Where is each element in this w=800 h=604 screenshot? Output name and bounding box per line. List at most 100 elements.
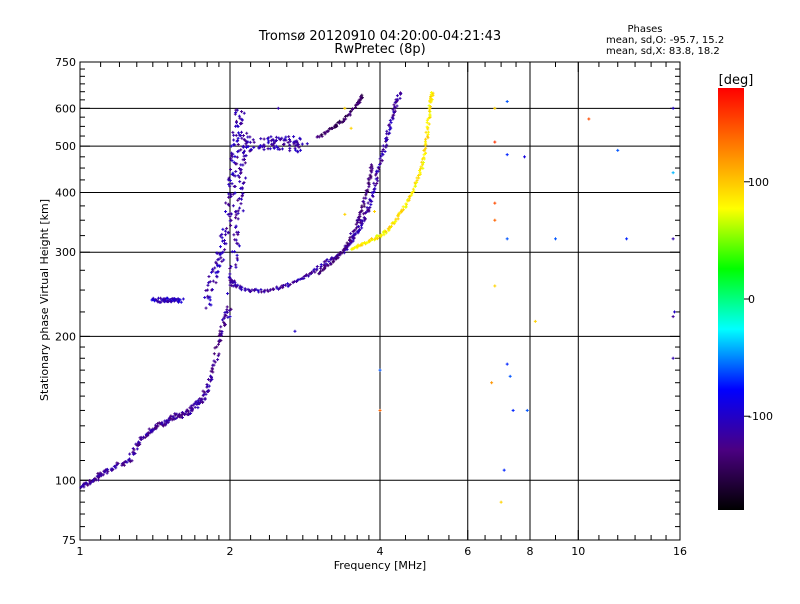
scatter-point (343, 106, 347, 110)
trace-point (142, 435, 146, 439)
trace-point (96, 471, 100, 475)
trace-point (262, 137, 266, 141)
trace-point (221, 250, 225, 254)
trace-point (362, 196, 366, 200)
trace-point (234, 108, 238, 112)
trace-point (334, 122, 338, 126)
trace-point (229, 195, 233, 199)
trace-point (424, 137, 428, 141)
trace-point (227, 182, 231, 186)
trace-point (196, 398, 200, 402)
trace-point (389, 121, 393, 125)
scatter-point (671, 237, 675, 241)
trace-point (238, 116, 242, 120)
data-points (79, 91, 677, 504)
y-tick-label: 500 (55, 140, 76, 153)
trace-point (329, 262, 333, 266)
scatter-point (511, 408, 515, 412)
trace-point (190, 408, 194, 412)
trace-point (271, 143, 275, 147)
trace-point (357, 217, 361, 221)
trace-point (360, 95, 364, 99)
trace-point (252, 145, 256, 149)
trace-point (233, 191, 237, 195)
trace-point (355, 218, 359, 222)
trace-point (398, 96, 402, 100)
trace-point (135, 443, 139, 447)
x-tick-label: 6 (464, 545, 471, 558)
trace-point (239, 134, 243, 138)
scatter-point (293, 329, 297, 333)
trace-point (177, 298, 181, 302)
trace-point (235, 253, 239, 257)
trace-point (229, 307, 233, 311)
trace-point (374, 177, 378, 181)
trace-point (271, 137, 275, 141)
trace-point (128, 452, 132, 456)
trace-point (218, 332, 222, 336)
trace-point (243, 138, 247, 142)
trace-point (256, 289, 260, 293)
trace-point (273, 139, 277, 143)
scatter-point (505, 153, 509, 157)
trace-point (235, 139, 239, 143)
trace-point (207, 281, 211, 285)
trace-point (418, 169, 422, 173)
trace-point (230, 159, 234, 163)
trace-point (215, 345, 219, 349)
trace-point (242, 145, 246, 149)
trace-point (295, 139, 299, 143)
trace-point (224, 201, 228, 205)
trace-point (156, 299, 160, 303)
trace-point (241, 150, 245, 154)
trace-point (259, 288, 263, 292)
trace-point (229, 157, 233, 161)
trace-point (335, 254, 339, 258)
colorbar-tick-label: -100 (748, 410, 773, 423)
trace-point (208, 298, 212, 302)
trace-point (229, 144, 233, 148)
trace-point (356, 224, 360, 228)
trace-point (233, 174, 237, 178)
scatter-point (616, 148, 620, 152)
x-tick-label: 8 (527, 545, 534, 558)
trace-point (358, 220, 362, 224)
scatter-point (349, 126, 353, 130)
trace-point (333, 125, 337, 129)
trace-point (212, 359, 216, 363)
trace-point (218, 329, 222, 333)
trace-point (361, 241, 365, 245)
trace-point (208, 374, 212, 378)
trace-point (404, 202, 408, 206)
trace-point (189, 411, 193, 415)
trace-point (192, 402, 196, 406)
phase-stats-o: mean, sd,O: -95.7, 15.2 (606, 35, 724, 46)
trace-point (369, 163, 373, 167)
trace-point (300, 142, 304, 146)
trace-point (401, 205, 405, 209)
trace-point (132, 448, 136, 452)
trace-point (228, 272, 232, 276)
trace-point (411, 187, 415, 191)
trace-point (355, 226, 359, 230)
trace-point (159, 300, 163, 304)
trace-point (425, 118, 429, 122)
trace-point (418, 170, 422, 174)
trace-point (240, 117, 244, 121)
trace-point (226, 315, 230, 319)
trace-point (347, 242, 351, 246)
trace-point (278, 137, 282, 141)
trace-point (225, 226, 229, 230)
trace-point (360, 209, 364, 213)
trace-point (234, 169, 238, 173)
trace-point (309, 270, 313, 274)
trace-point (380, 158, 384, 162)
trace-point (341, 248, 345, 252)
trace-point (391, 116, 395, 120)
trace-point (222, 320, 226, 324)
trace-point (211, 363, 215, 367)
trace-point (203, 296, 207, 300)
trace-point (218, 252, 222, 256)
trace-point (259, 137, 263, 141)
